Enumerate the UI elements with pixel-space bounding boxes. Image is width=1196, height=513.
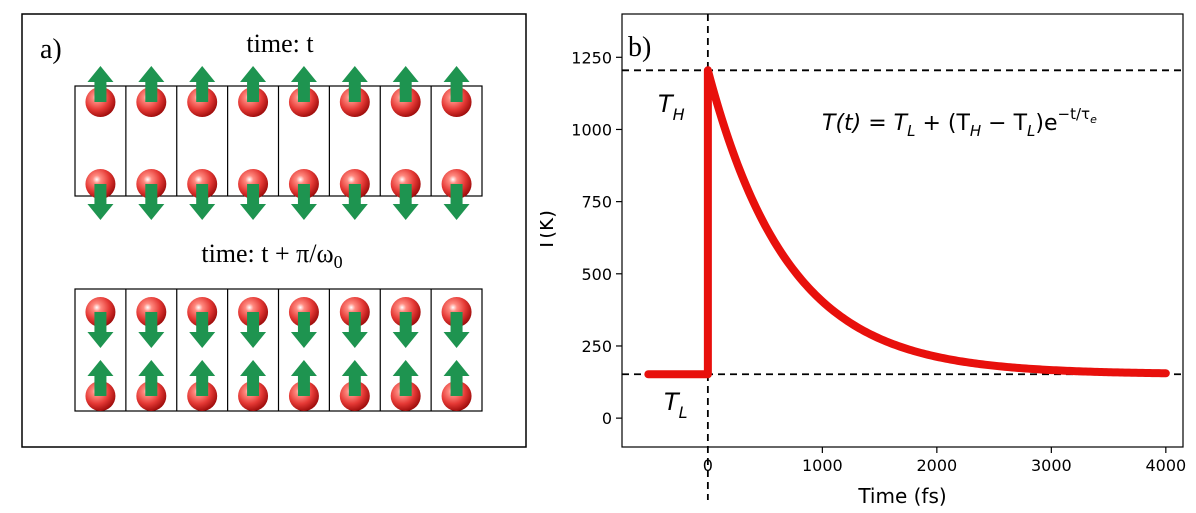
- spin-arrow-shaft: [196, 312, 209, 334]
- y-tick-label: 750: [581, 193, 612, 212]
- lattice-bottom: [74, 288, 483, 412]
- x-tick-label: 1000: [802, 456, 843, 475]
- x-tick-label: 3000: [1031, 456, 1072, 475]
- spin-arrow-shaft: [94, 312, 107, 334]
- spin-arrow-shaft: [196, 80, 209, 102]
- spin-down-arrow-icon: [87, 332, 114, 348]
- spin-arrow-shaft: [247, 374, 260, 396]
- spin-up-arrow-icon: [240, 66, 267, 82]
- spin-arrow-shaft: [247, 80, 260, 102]
- spin-arrow-shaft: [94, 374, 107, 396]
- lattice-top: [74, 66, 483, 220]
- spin-arrow-shaft: [145, 312, 158, 334]
- panel-a-label: a): [40, 34, 62, 65]
- y-axis-label: T(K): [540, 210, 558, 252]
- spin-arrow-shaft: [399, 312, 412, 334]
- decay-formula: T(t) = TL + (TH − TL)e−t/τe: [822, 105, 1097, 140]
- spin-up-arrow-icon: [189, 66, 216, 82]
- spin-arrow-shaft: [247, 312, 260, 334]
- spin-arrow-shaft: [196, 374, 209, 396]
- spin-down-arrow-icon: [138, 204, 165, 220]
- spin-arrow-shaft: [399, 184, 412, 206]
- spin-arrow-shaft: [297, 80, 310, 102]
- spin-up-arrow-icon: [240, 360, 267, 376]
- spin-up-arrow-icon: [341, 360, 368, 376]
- spin-arrow-shaft: [348, 374, 361, 396]
- spin-down-arrow-icon: [189, 332, 216, 348]
- y-tick-label: 0: [602, 409, 612, 428]
- spin-down-arrow-icon: [87, 204, 114, 220]
- spin-arrow-shaft: [297, 312, 310, 334]
- spin-arrow-shaft: [297, 184, 310, 206]
- panel-a-lattice-diagram: a) time: t time: t + π/ω0: [21, 13, 527, 448]
- y-tick-label: 1250: [571, 48, 612, 67]
- spin-arrow-shaft: [348, 80, 361, 102]
- panel-a-frame: [21, 13, 527, 448]
- spin-arrow-shaft: [399, 80, 412, 102]
- y-tick-label: 1000: [571, 120, 612, 139]
- spin-arrow-shaft: [348, 184, 361, 206]
- spin-up-arrow-icon: [392, 360, 419, 376]
- spin-arrow-shaft: [247, 184, 260, 206]
- title-bottom-subscript: 0: [334, 252, 343, 272]
- title-time-t-plus-half-period: time: t + π/ω0: [201, 239, 342, 272]
- spin-up-arrow-icon: [290, 66, 317, 82]
- t-high-marker-label: TH: [658, 90, 685, 124]
- spin-up-arrow-icon: [87, 360, 114, 376]
- spin-down-arrow-icon: [240, 332, 267, 348]
- x-axis-label: Time (fs): [857, 484, 946, 508]
- spin-arrow-shaft: [297, 374, 310, 396]
- spin-up-arrow-icon: [392, 66, 419, 82]
- spin-up-arrow-icon: [138, 66, 165, 82]
- spin-arrow-shaft: [94, 184, 107, 206]
- spin-arrow-shaft: [145, 374, 158, 396]
- title-bottom-main: time: t + π/ω: [201, 239, 333, 268]
- spin-up-arrow-icon: [443, 360, 470, 376]
- y-tick-label: 500: [581, 265, 612, 284]
- spin-down-arrow-icon: [189, 204, 216, 220]
- temperature-curve: [644, 66, 1170, 379]
- spin-down-arrow-icon: [341, 332, 368, 348]
- plot-layer: 0 1000 2000 3000 4000 0 250 500 750 1000 1250 Time …: [540, 13, 1186, 508]
- spin-down-arrow-icon: [290, 204, 317, 220]
- spin-up-arrow-icon: [443, 66, 470, 82]
- title-time-t: time: t: [246, 29, 314, 58]
- spin-down-arrow-icon: [240, 204, 267, 220]
- spin-down-arrow-icon: [392, 204, 419, 220]
- spin-up-arrow-icon: [87, 66, 114, 82]
- spin-arrow-shaft: [450, 312, 463, 334]
- spin-arrow-shaft: [348, 312, 361, 334]
- plot-frame: [621, 13, 1184, 448]
- spin-up-arrow-icon: [138, 360, 165, 376]
- spin-arrow-shaft: [196, 184, 209, 206]
- spin-arrow-shaft: [399, 374, 412, 396]
- spin-arrow-shaft: [94, 80, 107, 102]
- t-low-marker-label: TL: [664, 388, 688, 422]
- spin-down-arrow-icon: [138, 332, 165, 348]
- spin-up-arrow-icon: [189, 360, 216, 376]
- spin-arrow-shaft: [450, 374, 463, 396]
- x-tick-label: 4000: [1145, 456, 1186, 475]
- panel-b-label: b): [628, 32, 651, 63]
- spin-arrow-shaft: [145, 80, 158, 102]
- x-tick-label: 2000: [916, 456, 957, 475]
- spin-up-arrow-icon: [290, 360, 317, 376]
- spin-down-arrow-icon: [290, 332, 317, 348]
- spin-arrow-shaft: [145, 184, 158, 206]
- spin-arrow-shaft: [450, 80, 463, 102]
- spin-down-arrow-icon: [443, 332, 470, 348]
- spin-up-arrow-icon: [341, 66, 368, 82]
- spin-down-arrow-icon: [443, 204, 470, 220]
- spin-arrow-shaft: [450, 184, 463, 206]
- panel-b-temperature-plot: 0 1000 2000 3000 4000 0 250 500 750 1000 1250 Time …: [540, 13, 1186, 508]
- y-tick-label: 250: [581, 337, 612, 356]
- x-tick-label: 0: [703, 456, 713, 475]
- spin-down-arrow-icon: [392, 332, 419, 348]
- spin-down-arrow-icon: [341, 204, 368, 220]
